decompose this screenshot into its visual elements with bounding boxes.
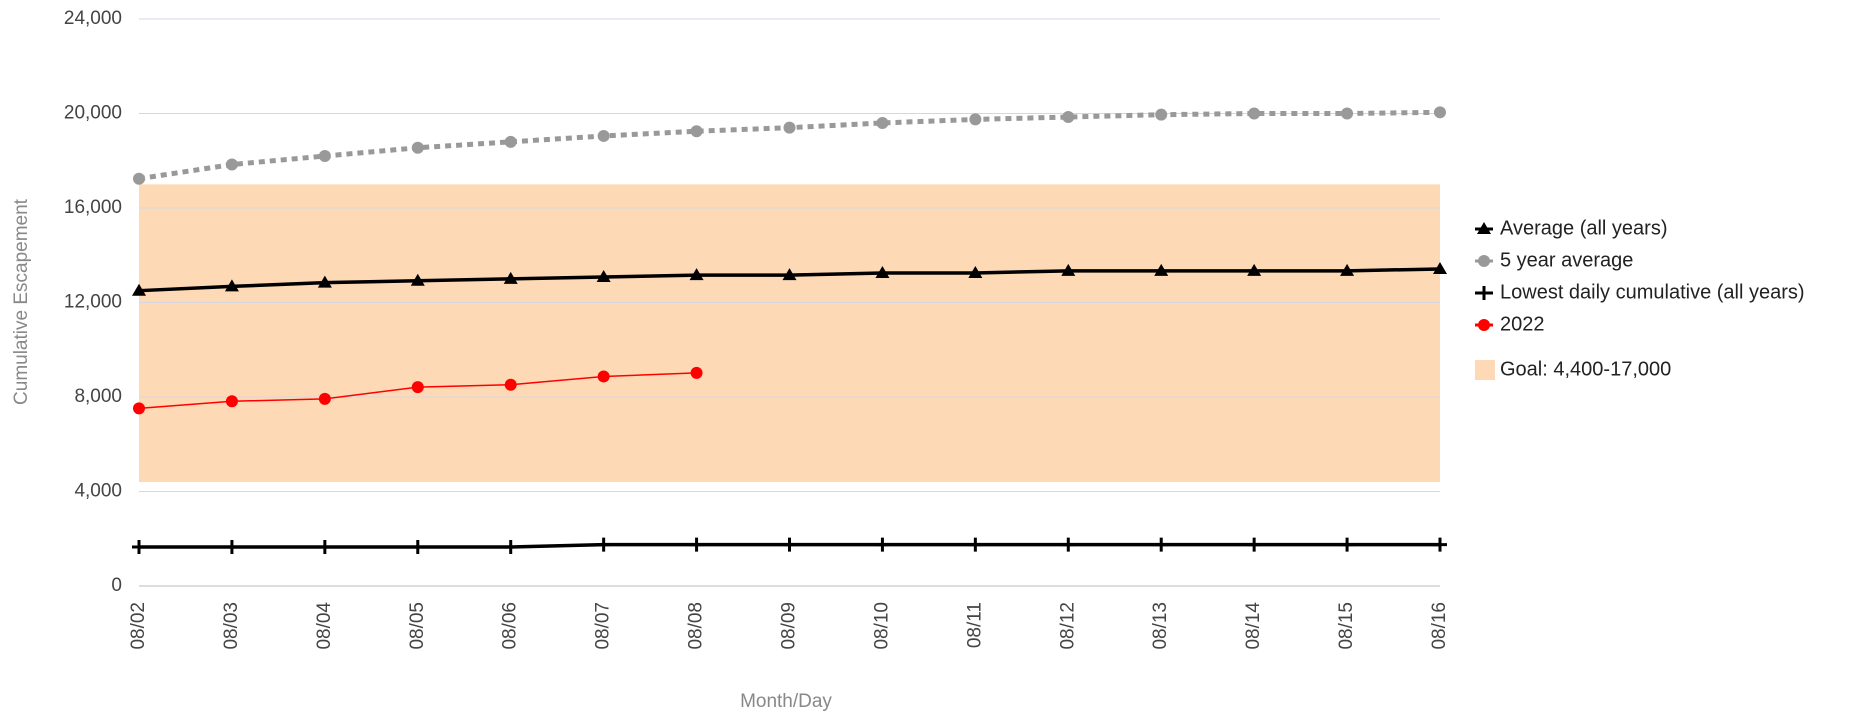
data-point [876, 116, 889, 129]
data-point [1247, 537, 1262, 552]
data-point [503, 540, 518, 555]
x-tick-label: 08/10 [871, 602, 892, 650]
x-tick-label: 08/08 [686, 602, 707, 650]
data-point [689, 537, 704, 552]
legend-label: Average (all years) [1500, 217, 1667, 239]
data-point [597, 370, 610, 383]
data-point [224, 540, 239, 555]
data-point [689, 268, 704, 281]
data-point [782, 537, 797, 552]
data-point [690, 125, 703, 138]
legend-label: 2022 [1500, 313, 1545, 335]
legend-item: Goal: 4,400-17,000 [1475, 358, 1671, 380]
x-tick-label: 08/07 [593, 602, 614, 650]
data-point [132, 283, 146, 296]
x-tick-label: 08/03 [221, 602, 242, 650]
data-point [411, 381, 424, 394]
legend-marker [1478, 319, 1490, 331]
data-point [875, 537, 890, 552]
legend-label: Lowest daily cumulative (all years) [1500, 281, 1805, 303]
data-point [1340, 537, 1355, 552]
legend-item: 5 year average [1475, 249, 1633, 271]
data-point [225, 158, 238, 171]
legend-label: Goal: 4,400-17,000 [1500, 358, 1671, 380]
y-tick-label: 8,000 [74, 386, 122, 407]
x-tick-label: 08/13 [1150, 602, 1171, 650]
data-point [1062, 111, 1075, 124]
x-tick-label: 08/11 [964, 602, 985, 648]
x-axis-title: Month/Day [740, 691, 832, 712]
data-point [317, 275, 332, 288]
data-point [1340, 263, 1355, 276]
y-tick-label: 4,000 [74, 481, 122, 502]
data-point [875, 265, 890, 278]
data-point [1247, 263, 1262, 276]
data-point [597, 129, 610, 142]
y-tick-label: 24,000 [64, 8, 122, 29]
x-tick-label: 08/15 [1336, 602, 1357, 650]
x-tick-label: 08/16 [1429, 602, 1450, 650]
x-tick-label: 08/02 [128, 602, 149, 650]
y-axis-title: Cumulative Escapement [11, 198, 32, 405]
legend-item: Average (all years) [1475, 217, 1667, 239]
data-point [1061, 263, 1076, 276]
legend-item: Lowest daily cumulative (all years) [1475, 281, 1805, 303]
data-point [969, 113, 982, 126]
legend-label: 5 year average [1500, 249, 1633, 271]
data-point [225, 395, 238, 408]
data-point [1154, 263, 1169, 276]
x-tick-label: 08/14 [1243, 602, 1264, 650]
data-point [411, 141, 424, 154]
data-point [503, 271, 518, 284]
legend-marker [1477, 286, 1491, 300]
legend-swatch [1475, 360, 1495, 380]
x-tick-label: 08/12 [1057, 602, 1078, 650]
data-point [410, 273, 425, 286]
data-point [1433, 261, 1447, 274]
data-point [782, 268, 797, 281]
data-point [224, 279, 239, 292]
y-tick-label: 20,000 [64, 103, 122, 124]
data-point [504, 378, 517, 391]
legend-marker [1477, 222, 1491, 234]
data-point [410, 540, 425, 555]
data-point [1061, 537, 1076, 552]
data-point [132, 540, 146, 555]
data-point [596, 269, 611, 282]
data-point [690, 366, 703, 379]
data-point [318, 150, 331, 163]
data-point [504, 135, 517, 148]
legend-item: 2022 [1475, 313, 1545, 335]
data-point [783, 121, 796, 134]
data-point [133, 402, 145, 415]
data-point [968, 265, 983, 278]
y-tick-label: 16,000 [64, 197, 122, 218]
data-point [1248, 107, 1261, 120]
data-point [1434, 106, 1446, 119]
goal-band [139, 184, 1440, 483]
data-point [133, 172, 145, 185]
data-point [596, 537, 611, 552]
x-tick-label: 08/05 [407, 602, 428, 650]
x-tick-label: 08/06 [500, 602, 521, 650]
data-point [318, 392, 331, 405]
data-point [1154, 537, 1169, 552]
data-point [968, 537, 983, 552]
x-tick-label: 08/04 [314, 602, 335, 650]
y-tick-label: 0 [111, 575, 122, 596]
data-point [317, 540, 332, 555]
data-point [1341, 107, 1354, 120]
y-tick-label: 12,000 [64, 292, 122, 313]
data-point [1433, 537, 1447, 552]
data-point [1155, 108, 1168, 121]
x-tick-label: 08/09 [779, 602, 800, 650]
legend-marker [1478, 255, 1490, 267]
